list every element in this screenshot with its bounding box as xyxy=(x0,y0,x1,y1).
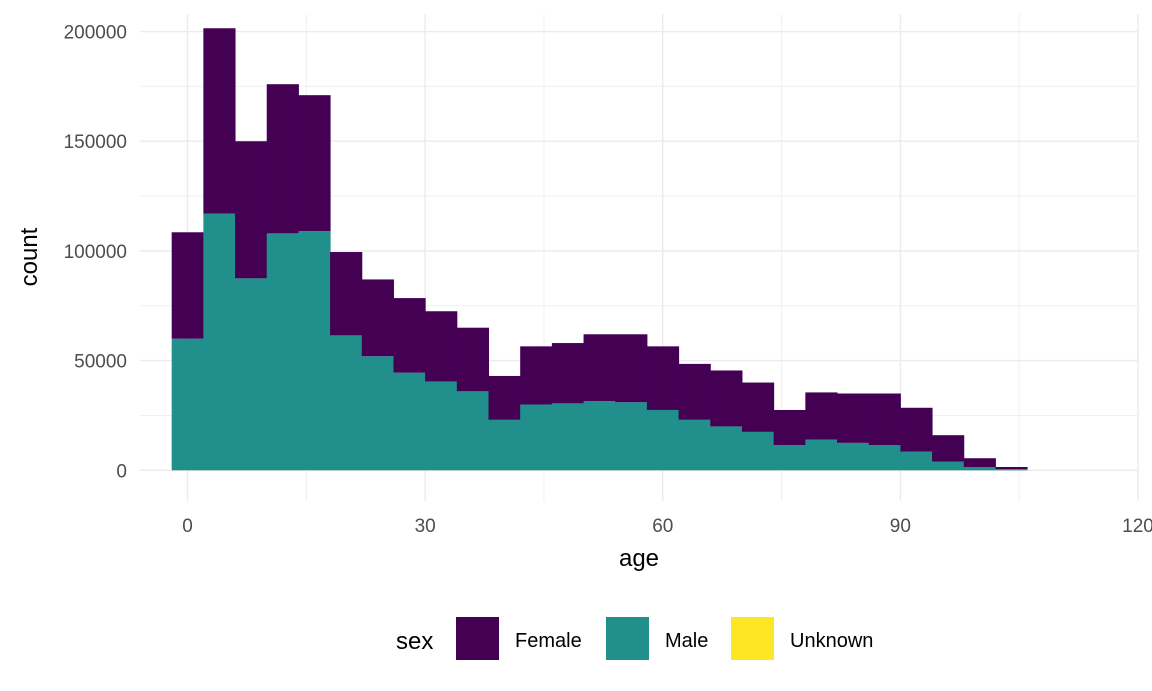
legend-key-unknown xyxy=(731,617,774,660)
x-tick-label: 90 xyxy=(890,516,911,537)
bar-male xyxy=(393,372,426,471)
bar-male xyxy=(520,404,553,471)
bar-male xyxy=(741,431,775,471)
bar-male xyxy=(932,461,965,471)
legend-label-unknown: Unknown xyxy=(790,630,873,652)
bar-male xyxy=(361,356,394,471)
bar-female xyxy=(520,346,553,405)
bar-male xyxy=(203,213,236,471)
bar-male xyxy=(235,278,268,471)
bar-female xyxy=(171,232,204,339)
bar-male xyxy=(266,233,299,471)
bar-female xyxy=(646,346,680,410)
bar-female xyxy=(298,95,331,232)
x-axis-title: age xyxy=(619,545,659,572)
bar-male xyxy=(551,403,585,471)
bar-male xyxy=(995,469,1028,471)
bar-female xyxy=(425,311,458,382)
y-tick-label: 50000 xyxy=(74,352,127,373)
bar-female xyxy=(330,252,363,336)
bar-male xyxy=(171,338,204,471)
legend-title: sex xyxy=(396,628,433,655)
bar-female xyxy=(203,28,236,214)
bar-male xyxy=(298,231,331,471)
y-axis-title: count xyxy=(16,227,43,286)
bar-male xyxy=(900,451,933,471)
bar-female xyxy=(393,298,426,373)
bar-female xyxy=(583,334,616,402)
y-tick-label: 150000 xyxy=(64,132,127,153)
bar-female xyxy=(932,435,965,462)
bar-male xyxy=(488,419,521,471)
legend-label-female: Female xyxy=(515,630,582,652)
bar-male xyxy=(773,445,806,471)
legend: sex Female Male Unknown xyxy=(396,617,873,660)
bar-female xyxy=(361,279,394,357)
x-tick-label: 30 xyxy=(415,516,436,537)
bar-male xyxy=(330,335,363,471)
bar-male xyxy=(425,381,458,471)
legend-item-unknown: Unknown xyxy=(731,617,873,660)
bar-male xyxy=(868,445,901,471)
y-tick-label: 200000 xyxy=(64,23,127,44)
bar-female xyxy=(456,327,490,392)
bar-female xyxy=(235,141,268,279)
bar-female xyxy=(678,363,711,420)
y-axis-ticks: 0 50000 100000 150000 200000 xyxy=(64,23,127,483)
bar-male xyxy=(837,442,870,471)
bar-female xyxy=(995,466,1028,470)
bar-female xyxy=(741,382,775,432)
x-tick-label: 60 xyxy=(652,516,673,537)
y-tick-label: 100000 xyxy=(64,242,127,263)
bar-female xyxy=(615,334,648,403)
x-axis-ticks: 0 30 60 90 120 xyxy=(182,516,1152,537)
bar-female xyxy=(773,409,806,446)
bar-male xyxy=(805,439,838,471)
bar-male xyxy=(678,419,711,471)
legend-key-female xyxy=(456,617,499,660)
bar-male xyxy=(646,409,680,471)
bar-female xyxy=(266,84,299,234)
bars xyxy=(171,28,1028,471)
bar-male xyxy=(615,402,648,471)
x-tick-label: 120 xyxy=(1122,516,1152,537)
bar-male xyxy=(583,401,616,471)
bar-male xyxy=(456,391,490,471)
legend-label-male: Male xyxy=(665,630,708,652)
legend-key-male xyxy=(606,617,649,660)
bar-female xyxy=(900,407,933,452)
bar-female xyxy=(710,370,743,427)
bar-male xyxy=(963,466,996,471)
bar-female xyxy=(551,343,585,404)
bar-female xyxy=(805,392,838,440)
legend-item-female: Female xyxy=(456,617,582,660)
bar-female xyxy=(868,393,901,446)
bar-female xyxy=(837,393,870,443)
bar-female xyxy=(488,375,521,420)
y-tick-label: 0 xyxy=(116,461,127,482)
x-tick-label: 0 xyxy=(182,516,193,537)
legend-item-male: Male xyxy=(606,617,708,660)
bar-male xyxy=(710,426,743,471)
bar-female xyxy=(963,458,996,467)
